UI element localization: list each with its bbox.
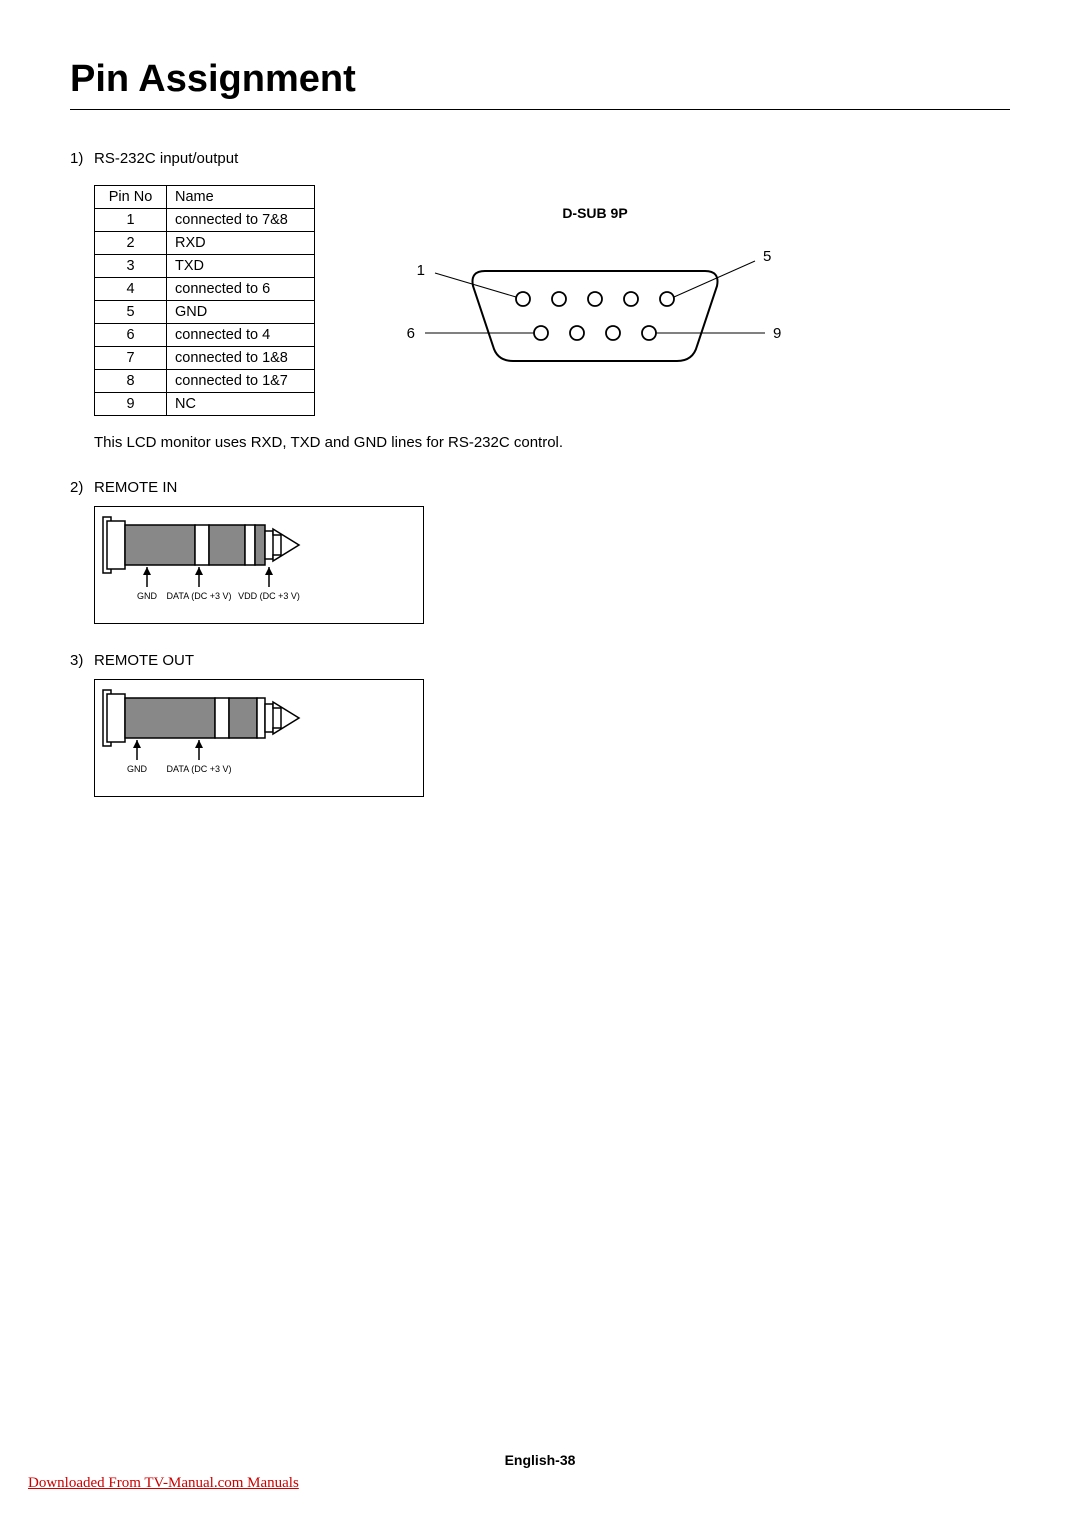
dsub-label-1: 1 xyxy=(417,262,425,279)
table-row: 4connected to 6 xyxy=(95,278,315,301)
table-row: 2RXD xyxy=(95,232,315,255)
table-row: 9NC xyxy=(95,393,315,416)
table-row: 5GND xyxy=(95,301,315,324)
table-row: 8connected to 1&7 xyxy=(95,370,315,393)
section-3-num: 3) xyxy=(70,652,94,669)
remote-in-diagram: GND DATA (DC +3 V) VDD (DC +3 V) xyxy=(94,506,424,624)
table-row: 3TXD xyxy=(95,255,315,278)
section-1-label: RS-232C input/output xyxy=(94,150,238,167)
table-row: 6connected to 4 xyxy=(95,324,315,347)
pin-table-wrapper: Pin No Name 1connected to 7&8 2RXD 3TXD … xyxy=(94,185,315,416)
svg-text:GND: GND xyxy=(127,764,148,774)
section-1-header: 1) RS-232C input/output xyxy=(70,150,1010,167)
svg-text:GND: GND xyxy=(137,591,158,601)
section-2-header: 2) REMOTE IN xyxy=(70,479,1010,496)
section-1-num: 1) xyxy=(70,150,94,167)
dsub-title: D-SUB 9P xyxy=(385,205,805,221)
dsub-label-9: 9 xyxy=(773,325,781,342)
section-3-label: REMOTE OUT xyxy=(94,652,194,669)
dsub-diagram: D-SUB 9P 1 5 6 9 xyxy=(385,185,805,416)
page-footer: English-38 xyxy=(0,1452,1080,1468)
dsub-connector-icon: 1 5 6 9 xyxy=(385,231,805,401)
th-pinno: Pin No xyxy=(95,186,167,209)
section-2-num: 2) xyxy=(70,479,94,496)
download-source-link[interactable]: Downloaded From TV-Manual.com Manuals xyxy=(28,1475,299,1492)
remote-out-diagram: GND DATA (DC +3 V) xyxy=(94,679,424,797)
dsub-label-5: 5 xyxy=(763,248,771,265)
jack-plug-icon: GND DATA (DC +3 V) xyxy=(95,680,421,794)
rs232-note: This LCD monitor uses RXD, TXD and GND l… xyxy=(94,434,1010,451)
dsub-label-6: 6 xyxy=(407,325,415,342)
table-row: 7connected to 1&8 xyxy=(95,347,315,370)
jack-plug-icon: GND DATA (DC +3 V) VDD (DC +3 V) xyxy=(95,507,421,621)
svg-text:VDD (DC +3 V): VDD (DC +3 V) xyxy=(238,591,300,601)
svg-text:DATA (DC +3 V): DATA (DC +3 V) xyxy=(167,591,232,601)
page-title: Pin Assignment xyxy=(70,58,1010,101)
th-name: Name xyxy=(167,186,315,209)
pin-table: Pin No Name 1connected to 7&8 2RXD 3TXD … xyxy=(94,185,315,416)
table-header-row: Pin No Name xyxy=(95,186,315,209)
section-3-header: 3) REMOTE OUT xyxy=(70,652,1010,669)
table-row: 1connected to 7&8 xyxy=(95,209,315,232)
title-rule xyxy=(70,109,1010,110)
section-2-label: REMOTE IN xyxy=(94,479,177,496)
svg-text:DATA (DC +3 V): DATA (DC +3 V) xyxy=(167,764,232,774)
